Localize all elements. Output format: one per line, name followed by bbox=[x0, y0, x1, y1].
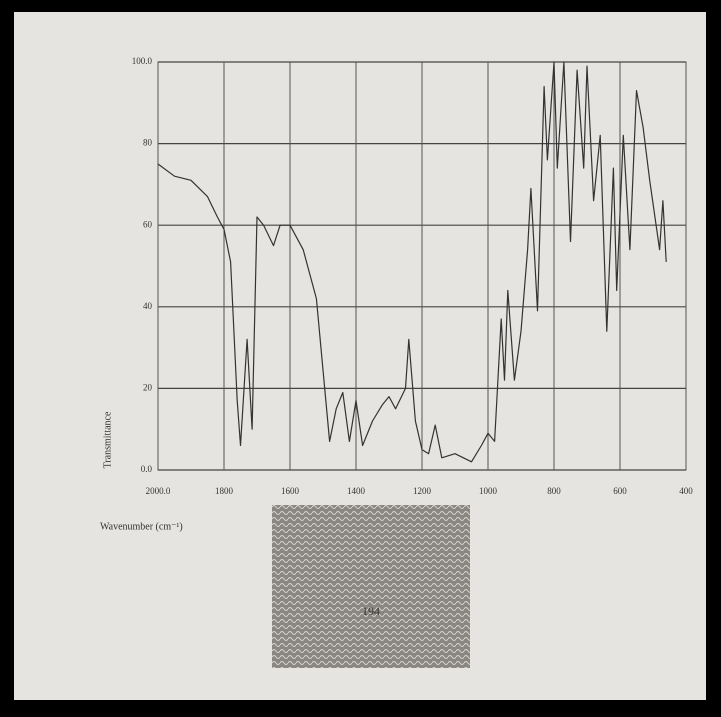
spectrum-line bbox=[157, 61, 667, 463]
x-tick-label: 1000 bbox=[479, 486, 498, 496]
x-tick-label: 1400 bbox=[347, 486, 366, 496]
x-tick-label: 600 bbox=[613, 486, 627, 496]
x-tick-label: 400 bbox=[679, 486, 693, 496]
y-tick-label: 20 bbox=[143, 382, 153, 392]
y-tick-label: 100.0 bbox=[132, 56, 153, 66]
y-tick-label: 60 bbox=[143, 219, 153, 229]
x-tick-label: 1600 bbox=[281, 486, 300, 496]
y-tick-label: 40 bbox=[143, 301, 153, 311]
x-tick-label: 800 bbox=[547, 486, 561, 496]
y-tick-label: 0.0 bbox=[141, 464, 153, 474]
page-number: 194 bbox=[362, 604, 380, 618]
x-tick-label: 1800 bbox=[215, 486, 234, 496]
y-axis-label: Transmittance bbox=[102, 411, 113, 468]
y-tick-label: 80 bbox=[143, 138, 153, 148]
x-tick-label: 1200 bbox=[413, 486, 432, 496]
x-axis-label: Wavenumber (cm⁻¹) bbox=[100, 521, 183, 532]
page-number-panel bbox=[272, 505, 470, 668]
x-tick-label: 2000.0 bbox=[146, 486, 171, 496]
